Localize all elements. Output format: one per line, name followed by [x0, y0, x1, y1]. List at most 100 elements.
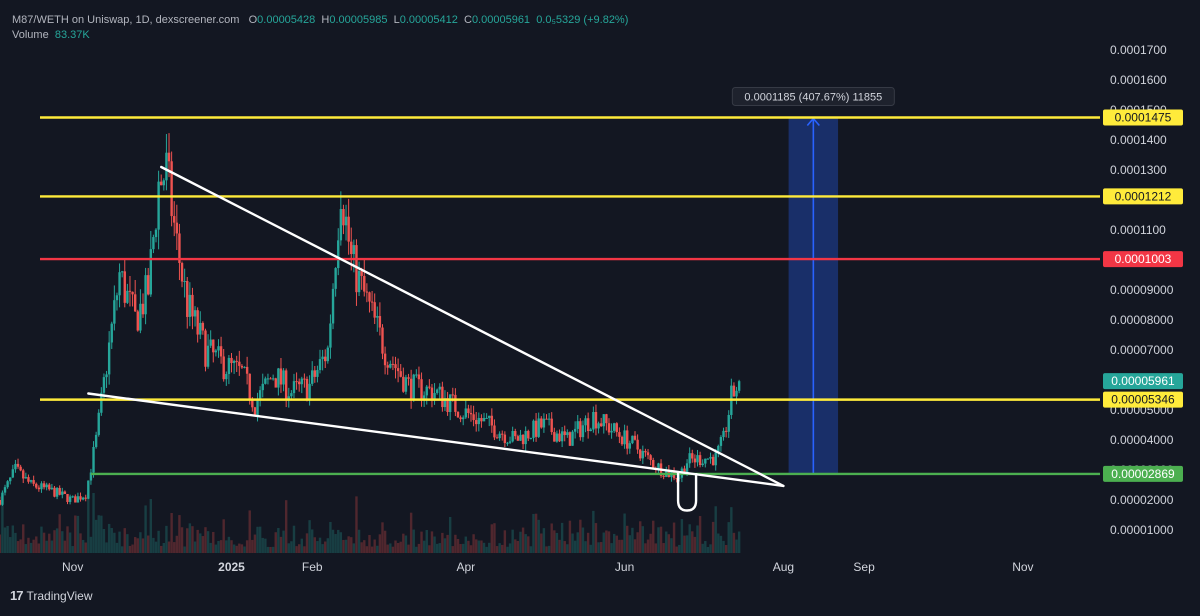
candle-body — [511, 431, 514, 442]
volume-bar — [706, 546, 710, 553]
volume-bar — [118, 531, 121, 553]
volume-bar — [337, 529, 340, 553]
chart-legend: M87/WETH on Uniswap, 1D, dexscreener.com… — [12, 13, 628, 43]
volume-bar — [506, 546, 509, 553]
volume-bar — [433, 536, 436, 553]
candle-body — [1, 492, 4, 505]
volume-bar — [110, 528, 113, 553]
candle-body — [84, 497, 87, 499]
candle-body — [6, 481, 9, 488]
price-tag-bg — [1103, 188, 1183, 205]
candle-body — [560, 431, 564, 442]
price-tick-label: 0.0001400 — [1110, 133, 1167, 147]
volume-bar — [287, 543, 290, 553]
candle-body — [284, 370, 288, 400]
volume-bar — [279, 536, 283, 553]
volume-bar — [631, 527, 634, 553]
volume-bar — [266, 546, 270, 553]
candle-body — [641, 450, 645, 459]
volume-bar — [599, 542, 603, 553]
volume-bar — [256, 526, 259, 553]
candle-body — [48, 484, 51, 490]
u-shape-marker[interactable] — [676, 473, 698, 512]
volume-bar — [344, 539, 348, 553]
volume-bar — [196, 529, 199, 553]
volume-bar — [227, 536, 231, 553]
volume-bar — [724, 545, 728, 553]
candle-body — [381, 327, 384, 354]
volume-bar — [22, 524, 25, 553]
candle-body — [305, 379, 309, 400]
candle-body — [199, 322, 202, 335]
trendline[interactable] — [160, 165, 785, 488]
candle-body — [576, 421, 579, 429]
volume-bars — [0, 493, 741, 553]
candle-body — [37, 487, 41, 490]
volume-bar — [714, 506, 717, 553]
candle-body — [363, 275, 366, 292]
volume-bar — [173, 542, 176, 553]
volume-bar — [376, 545, 379, 553]
candle-body — [443, 398, 447, 408]
volume-bar — [128, 545, 132, 553]
trendline[interactable] — [87, 392, 785, 488]
volume-bar — [81, 539, 85, 553]
volume-bar — [27, 537, 30, 553]
volume-bar — [339, 532, 343, 553]
volume-bar — [537, 519, 540, 553]
candles — [0, 133, 741, 506]
candle-body — [133, 294, 137, 312]
volume-bar — [45, 540, 48, 553]
candle-body — [71, 496, 74, 498]
volume-bar — [373, 539, 376, 553]
volume-bar — [214, 544, 218, 553]
high-value: 0.00005985 — [329, 14, 388, 26]
candle-body — [264, 378, 267, 384]
candle-body — [193, 310, 197, 317]
volume-bar — [683, 535, 686, 553]
price-tick-label: 0.00009000 — [1110, 283, 1174, 297]
candle-body — [339, 209, 343, 241]
price-tag-bg — [1103, 391, 1183, 408]
close-value: 0.00005961 — [471, 14, 531, 26]
volume-bar — [251, 539, 254, 553]
candle-body — [527, 430, 530, 439]
candle-body — [118, 272, 121, 296]
candle-body — [386, 365, 389, 368]
candle-body — [631, 435, 634, 444]
volume-bar — [342, 539, 345, 553]
tradingview-brand[interactable]: 17 TradingView — [10, 588, 93, 603]
volume-bar — [40, 526, 43, 553]
volume-bar — [490, 524, 494, 553]
volume-bar — [519, 531, 522, 553]
candle-body — [92, 446, 95, 473]
candle-body — [506, 442, 509, 444]
candle-body — [383, 353, 387, 366]
volume-bar — [271, 546, 275, 553]
volume-bar — [209, 542, 212, 553]
candle-body — [417, 374, 421, 380]
measure-tool: 0.0001185 (407.67%) 11855 — [731, 87, 895, 474]
volume-bar — [652, 520, 655, 553]
candle-body — [157, 181, 160, 230]
price-tag: 0.00002869 — [1103, 465, 1183, 482]
candle-body — [40, 483, 43, 490]
volume-bar — [87, 493, 90, 553]
candle-body — [68, 496, 72, 502]
volume-bar — [92, 493, 95, 553]
candle-body — [0, 500, 2, 505]
volume-bar — [318, 537, 322, 553]
volume-bar — [485, 546, 488, 553]
candle-body — [165, 152, 168, 181]
candle-body — [368, 292, 371, 302]
volume-bar — [698, 516, 702, 553]
volume-bar — [321, 544, 324, 553]
volume-bar — [133, 537, 137, 553]
volume-bar — [610, 543, 613, 553]
candle-body — [498, 433, 501, 439]
volume-bar — [448, 516, 452, 553]
volume-bar — [511, 529, 514, 553]
candle-body — [698, 455, 702, 466]
